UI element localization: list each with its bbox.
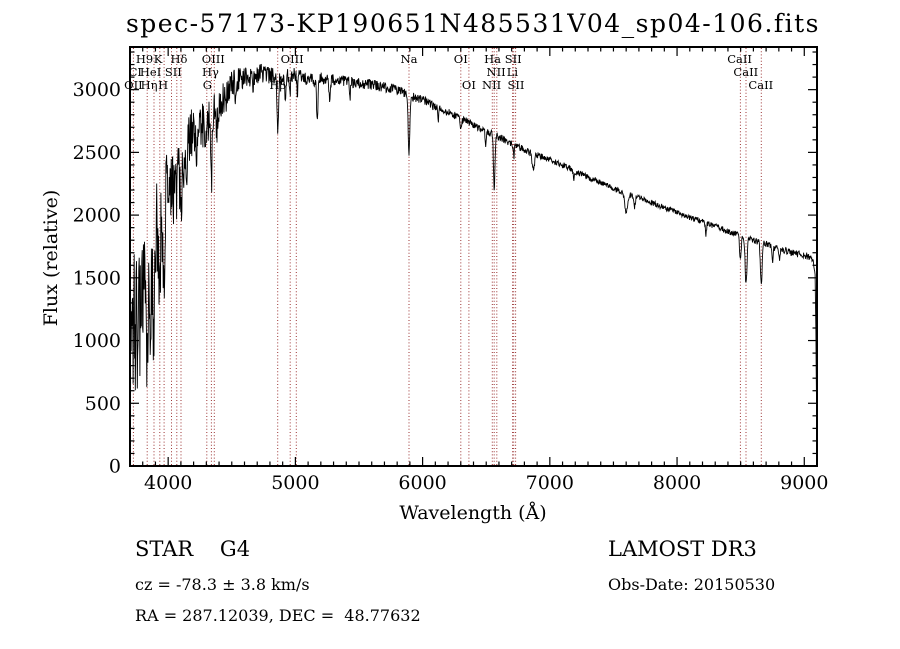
spectral-line-label: SII [165,65,182,79]
svg-text:2500: 2500 [73,142,121,164]
spectral-line-label: CaII [748,78,773,92]
spectral-line-label: Na [401,52,418,66]
spectral-line-label: G [203,78,212,92]
svg-text:3000: 3000 [73,79,121,101]
spectral-line-label: CaII [733,65,758,79]
spectral-line-label: H9 [136,52,153,66]
spectral-line-label: SII [505,52,522,66]
spectral-line-label: OII [124,78,143,92]
radial-velocity-label: cz = -78.3 ± 3.8 km/s [135,575,310,594]
spectral-line-label: Hγ [202,65,219,79]
spectral-line-label: OIII [202,52,225,66]
spectral-line-label: NII [482,78,501,92]
plot-title: spec-57173-KP190651N485531V04_sp04-106.f… [126,9,820,38]
spectral-line-label: OIII [281,52,304,66]
svg-text:8000: 8000 [653,472,701,494]
spectral-line-label: Ha [484,52,501,66]
spectral-line-label: HeI [140,65,161,79]
svg-text:1000: 1000 [73,330,121,352]
spectral-line-label: Hβ [269,78,286,92]
svg-text:500: 500 [85,393,121,415]
spectral-line-label: OI [462,78,476,92]
svg-text:5000: 5000 [271,472,319,494]
spectral-line-label: K [154,52,163,66]
y-axis-label: Flux (relative) [40,190,62,327]
classification-label: STAR G4 [135,537,250,561]
survey-label: LAMOST DR3 [608,537,757,561]
spectrum-line [131,63,816,395]
spectral-line-label: SII [508,78,525,92]
spectral-line-markers [132,48,762,465]
spectral-line-label: Hη [141,78,158,92]
svg-text:2000: 2000 [73,205,121,227]
svg-text:1500: 1500 [73,267,121,289]
spectral-line-label: Li [507,65,519,79]
spectral-line-label: H [158,78,168,92]
svg-text:6000: 6000 [398,472,446,494]
axis-ticks [129,47,818,467]
svg-text:0: 0 [109,456,121,478]
axis-tick-labels: 4000 5000 6000 7000 8000 9000 0 500 1000 1500 2000… [73,79,829,494]
spectral-line-label: CI [129,65,142,79]
ra-dec-label: RA = 287.12039, DEC = 48.77632 [135,606,421,625]
svg-text:9000: 9000 [780,472,828,494]
obs-date-label: Obs-Date: 20150530 [608,575,775,594]
spectral-line-label: Hδ [171,52,188,66]
spectral-line-label: NII [487,65,506,79]
svg-text:7000: 7000 [526,472,574,494]
spectral-line-label: CaII [727,52,752,66]
spectral-line-label: OI [454,52,468,66]
plot-frame [129,46,818,467]
svg-text:4000: 4000 [144,472,192,494]
x-axis-label: Wavelength (Å) [399,502,546,524]
